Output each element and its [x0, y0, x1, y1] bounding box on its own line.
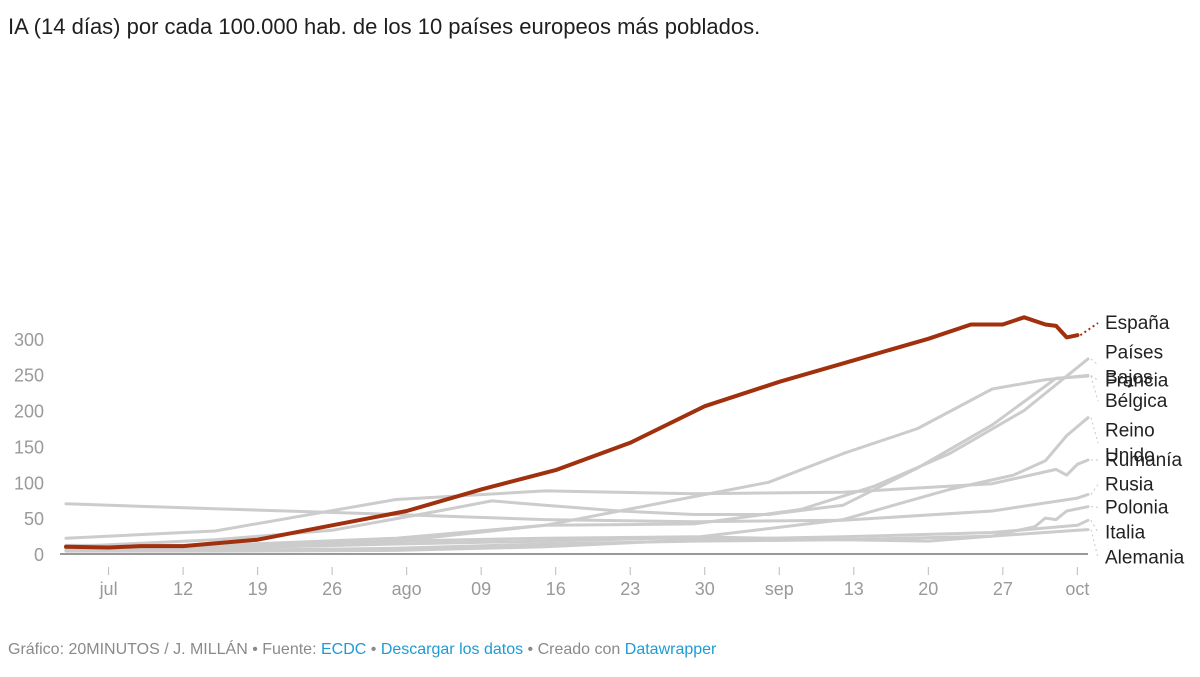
y-tick-label: 200 — [14, 402, 44, 422]
download-data-link[interactable]: Descargar los datos — [380, 641, 524, 658]
connector-belgica — [1090, 375, 1099, 402]
x-tick-label: 13 — [844, 579, 864, 599]
series-lines-other — [64, 357, 1090, 553]
x-tick-label: 09 — [471, 579, 491, 599]
connector-rusia — [1090, 484, 1099, 495]
series-line-italia — [64, 518, 1090, 553]
connector-paises-bajos — [1090, 358, 1099, 366]
end-label-alemania: Alemania — [1105, 548, 1185, 569]
end-label-belgica: Bélgica — [1105, 391, 1168, 412]
y-tick-label: 150 — [14, 437, 44, 457]
x-tick-label: oct — [1065, 579, 1089, 599]
series-line-espana — [64, 315, 1080, 550]
x-tick-label: 16 — [546, 579, 566, 599]
source-link[interactable]: ECDC — [320, 641, 367, 658]
series-line-rumania — [64, 458, 1090, 540]
x-tick-label: jul — [99, 579, 118, 599]
x-tick-label: 30 — [695, 579, 715, 599]
chart-title: IA (14 días) por cada 100.000 hab. de lo… — [8, 14, 761, 39]
series-line-belgica — [64, 374, 1090, 549]
series-line-highlight — [64, 315, 1080, 550]
footer-separator: • — [366, 641, 381, 658]
connector-francia — [1090, 374, 1099, 381]
connector-reino-unido — [1090, 417, 1099, 444]
y-tick-label: 0 — [34, 545, 44, 565]
series-line-paises-bajos — [64, 357, 1090, 552]
series-line-francia — [64, 373, 1090, 552]
footer-created-with: • Creado con — [523, 641, 625, 658]
chart-footer: Gráfico: 20MINUTOS / J. MILLÁN • Fuente:… — [8, 641, 716, 659]
connector-polonia — [1090, 506, 1099, 508]
x-tick-label: sep — [765, 579, 794, 599]
x-tick-label: 20 — [918, 579, 938, 599]
y-tick-label: 100 — [14, 473, 44, 493]
connector-espana — [1079, 322, 1099, 337]
y-axis: 0 50 100 150 200 250 300 — [14, 330, 1088, 565]
x-tick-label: 23 — [620, 579, 640, 599]
x-tick-label: 26 — [322, 579, 342, 599]
datawrapper-link[interactable]: Datawrapper — [624, 641, 717, 658]
end-label-espana: España — [1105, 313, 1170, 334]
x-axis: jul 12 19 26 ago 09 16 23 30 sep 13 20 27 oct — [99, 567, 1089, 599]
y-tick-label: 250 — [14, 366, 44, 386]
end-label-reino-unido: Reino Unido — [1105, 421, 1155, 467]
series-line-reino-unido — [64, 416, 1090, 550]
y-tick-label: 300 — [14, 330, 44, 350]
x-tick-label: 19 — [248, 579, 268, 599]
end-label-rumania: Rumanía — [1105, 450, 1183, 471]
footer-credit: Gráfico: 20MINUTOS / J. MILLÁN • Fuente: — [8, 641, 321, 658]
end-label-rusia: Rusia — [1105, 474, 1154, 495]
y-tick-label: 50 — [24, 509, 44, 529]
end-label-paises-bajos: Países Bajos — [1105, 342, 1163, 388]
end-label-francia: Francia — [1105, 370, 1169, 391]
connector-alemania — [1090, 529, 1099, 558]
x-tick-label: ago — [392, 579, 422, 599]
series-line-rusia — [64, 493, 1090, 524]
x-tick-label: 12 — [173, 579, 193, 599]
end-label-polonia: Polonia — [1105, 497, 1169, 518]
end-label-italia: Italia — [1105, 522, 1146, 543]
x-tick-label: 27 — [993, 579, 1013, 599]
label-connectors — [1079, 322, 1099, 558]
connector-italia — [1090, 520, 1099, 533]
